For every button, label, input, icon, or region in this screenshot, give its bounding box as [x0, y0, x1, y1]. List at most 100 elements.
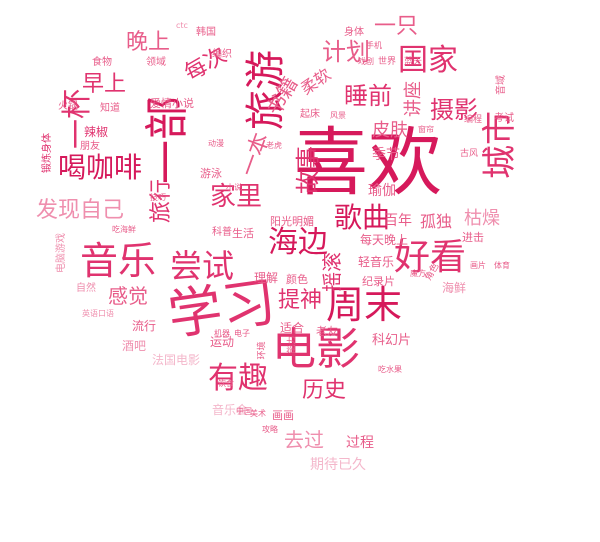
word-huoguo: 火锅 — [58, 101, 78, 112]
word-gushi: 故事 — [294, 146, 322, 194]
word-gequ: 歌曲 — [334, 201, 391, 234]
word-shouji: 手机 — [366, 41, 382, 50]
word-shiwu: 食物 — [92, 57, 112, 68]
word-yinshi: 饮食 — [218, 379, 234, 388]
word-lingyu: 领域 — [146, 57, 166, 68]
word-jiqi: 机器 — [214, 329, 230, 338]
word-roupen: 柔软 — [297, 64, 335, 99]
word-dongman: 动漫 — [208, 139, 224, 148]
word-sheying: 摄影 — [430, 96, 478, 124]
word-guochen: 过程 — [346, 435, 374, 451]
word-zhoumo: 周末 — [326, 283, 403, 327]
word-ganjue: 感觉 — [108, 284, 148, 308]
word-guojia: 国家 — [398, 43, 458, 78]
word-bainian: 百年 — [384, 213, 412, 229]
word-fengjing: 风景 — [330, 111, 346, 120]
word-duanlian: 锻炼身体 — [42, 133, 53, 173]
word-cuowu: ctc — [176, 21, 188, 30]
word-haokan: 好看 — [394, 237, 467, 278]
word-gufeng-2: 老虎 — [266, 141, 282, 150]
word-shenghuo: 生活 — [232, 227, 254, 240]
word-qingyinyue: 轻音乐 — [358, 255, 395, 269]
word-wanshang: 晚上 — [126, 30, 171, 55]
word-yangguang: 阳光明媚 — [270, 215, 314, 228]
word-jiali: 家里 — [210, 182, 263, 212]
word-fanxian: 发现自己 — [36, 198, 125, 223]
word-pengyou: 朋友 — [80, 141, 100, 152]
word-aiqingxiaoshuo: 爱情小说 — [150, 97, 194, 110]
word-xiaoshuo: 小说 — [226, 183, 242, 192]
word-tiyu: 体育 — [494, 261, 510, 270]
word-changshi: 尝试 — [170, 247, 235, 285]
word-lajiao: 辣椒 — [84, 125, 109, 139]
word-shijie: 世界 — [378, 57, 397, 67]
word-yinyuehui: 音乐会 — [212, 403, 249, 417]
word-zhongguo: 中国 — [236, 407, 252, 416]
word-chuanglian: 窗帘 — [418, 125, 434, 134]
word-yiben: 一本 — [236, 129, 275, 180]
word-ziran: 自然 — [76, 283, 96, 294]
word-jiuba: 酒吧 — [122, 339, 147, 353]
word-kepu: 科普 — [212, 227, 232, 238]
word-shenti: 身体 — [344, 27, 364, 38]
word-faguodianying: 法国电影 — [152, 353, 201, 367]
word-huahua: 画画 — [272, 409, 294, 422]
word-hanguo: 韩国 — [196, 27, 216, 38]
word-yinyong: 游泳 — [200, 167, 222, 180]
word-bianzhi: 编织 — [212, 49, 232, 60]
word-dianzi: 电子 — [234, 329, 250, 338]
word-yibei: 一杯 — [60, 89, 95, 149]
word-chiyu: 吃海鲜 — [112, 225, 136, 234]
word-jinggong: 进击 — [462, 231, 484, 244]
word-yundong: 运动 — [210, 335, 235, 349]
word-jilupian: 纪录片 — [362, 275, 395, 288]
word-tishen: 提神 — [278, 288, 323, 313]
word-shuiqian: 睡前 — [344, 82, 392, 110]
word-yinyue: 音乐 — [80, 239, 157, 283]
word-meitianwanshang: 每天晚上 — [360, 233, 409, 247]
word-jimo: 孤独 — [420, 212, 453, 231]
word-kuzao: 枯燥 — [464, 208, 500, 229]
word-jijie: 季节 — [372, 147, 400, 163]
word-zhidao: 知道 — [100, 103, 120, 114]
word-shihe: 适合 — [280, 321, 305, 335]
word-yaogun: 摇滚 — [320, 252, 344, 292]
word-lijie: 理解 — [254, 271, 279, 285]
word-kehuanpian: 科幻片 — [372, 333, 412, 348]
word-qichuang: 起床 — [300, 109, 320, 120]
word-kaoshi: 考试 — [494, 113, 514, 124]
word-pifu: 皮肤 — [372, 120, 408, 141]
word-gufeng: 古风 — [460, 149, 479, 159]
word-meishu: 美术 — [250, 409, 266, 418]
word-yanse: 颜色 — [286, 273, 308, 286]
word-hekafei: 喝咖啡 — [58, 151, 143, 184]
word-nengli: 能力 — [287, 335, 298, 354]
word-laoyou: 老友 — [316, 325, 338, 338]
word-huanjing: 环境 — [257, 341, 268, 360]
word-haibian: 海边 — [268, 225, 328, 260]
word-haotian: 蓝天 — [404, 57, 423, 67]
word-yizhi: 一只 — [374, 14, 419, 39]
word-lishi: 历史 — [302, 378, 347, 403]
word-bianji: 编程 — [464, 115, 483, 125]
word-xishi: 戏剧 — [358, 57, 374, 66]
word-jiangtang: 讲座 — [403, 81, 424, 117]
word-yingyu: 英语口语 — [82, 309, 114, 318]
word-liuxing: 流行 — [132, 319, 157, 333]
word-yinyu: 音域 — [496, 75, 507, 95]
word-haixian: 海鲜 — [442, 281, 467, 295]
word-xihuan: 喜欢 — [294, 120, 442, 206]
word-jiqiao: 技巧 — [150, 193, 166, 202]
word-jihua: 计划 — [322, 38, 370, 66]
word-chixiaolong: 吃水果 — [378, 365, 402, 374]
word-youqu: 有趣 — [208, 361, 268, 396]
word-quguo: 去过 — [284, 428, 324, 452]
word-qidai: 期待已久 — [310, 457, 366, 473]
word-zaoshang: 早上 — [82, 72, 127, 97]
word-gonglue: 攻略 — [262, 425, 278, 434]
word-mofang: 魔方 — [410, 269, 426, 278]
word-huapian: 画片 — [470, 261, 486, 270]
word-dianying: 电影 — [272, 324, 360, 375]
word-diannao: 电脑游戏 — [56, 233, 67, 273]
